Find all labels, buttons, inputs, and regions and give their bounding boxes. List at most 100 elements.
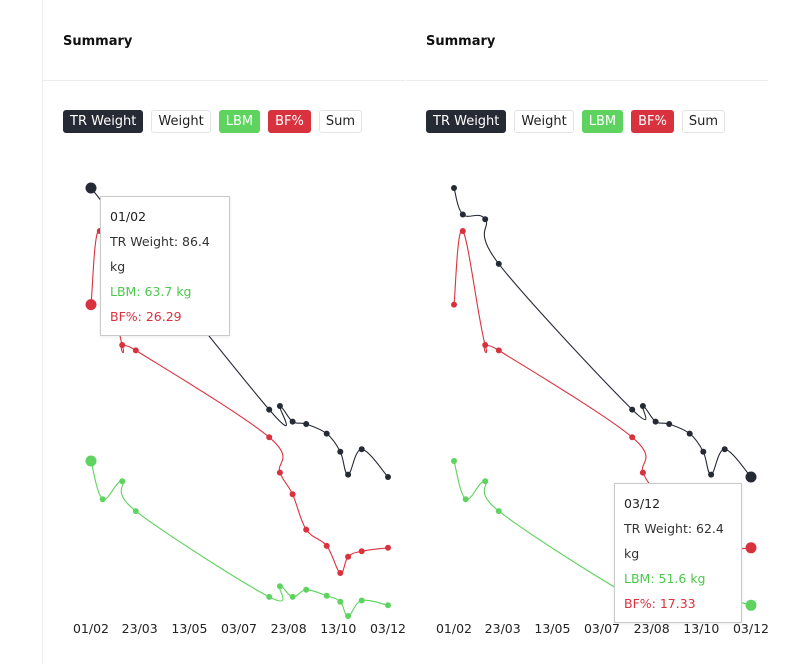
data-point-lbm[interactable] bbox=[745, 599, 757, 611]
data-point-tr-weight[interactable] bbox=[337, 448, 344, 455]
data-point-bf[interactable] bbox=[482, 342, 489, 348]
data-point-tr-weight[interactable] bbox=[385, 474, 391, 480]
data-point-tr-weight[interactable] bbox=[639, 403, 646, 409]
data-point-tr-weight[interactable] bbox=[721, 446, 728, 453]
data-point-bf[interactable] bbox=[266, 434, 273, 441]
data-point-bf[interactable] bbox=[345, 553, 352, 560]
tooltip-bf: BF%: 17.33 bbox=[624, 596, 696, 611]
data-point-tr-weight[interactable] bbox=[358, 446, 365, 453]
legend-sum-toggle[interactable]: Sum bbox=[681, 110, 725, 133]
data-point-tr-weight[interactable] bbox=[700, 448, 707, 455]
data-point-tr-weight[interactable] bbox=[666, 421, 673, 427]
chart-tooltip: 01/02 TR Weight: 86.4 kg LBM: 63.7 kg BF… bbox=[100, 196, 230, 336]
header-divider bbox=[43, 80, 405, 81]
data-point-bf[interactable] bbox=[276, 469, 283, 476]
x-tick-label: 03/07 bbox=[221, 621, 257, 636]
data-point-tr-weight[interactable] bbox=[303, 421, 310, 427]
legend-tr-weight-toggle[interactable]: TR Weight bbox=[63, 110, 144, 133]
legend: TR Weight Weight LBM BF% Sum bbox=[63, 110, 362, 133]
legend-weight-toggle[interactable]: Weight bbox=[514, 110, 574, 133]
data-point-tr-weight[interactable] bbox=[629, 406, 636, 413]
summary-line-chart[interactable]: 01/02 23/03 13/05 03/07 23/08 13/10 03/12 bbox=[43, 0, 409, 664]
x-tick-label: 23/03 bbox=[122, 621, 158, 636]
data-point-tr-weight[interactable] bbox=[345, 471, 352, 478]
data-point-lbm[interactable] bbox=[276, 583, 283, 590]
data-point-lbm[interactable] bbox=[451, 458, 457, 464]
x-tick-label: 13/10 bbox=[683, 621, 719, 636]
data-point-lbm[interactable] bbox=[289, 593, 296, 600]
data-point-lbm[interactable] bbox=[358, 597, 365, 604]
data-point-lbm[interactable] bbox=[132, 508, 139, 515]
data-point-bf[interactable] bbox=[119, 342, 126, 348]
x-tick-label: 01/02 bbox=[73, 621, 109, 636]
data-point-tr-weight[interactable] bbox=[652, 418, 659, 425]
data-point-lbm[interactable] bbox=[385, 602, 391, 609]
data-point-bf[interactable] bbox=[495, 347, 502, 354]
data-point-bf[interactable] bbox=[385, 544, 391, 551]
legend-bf-toggle[interactable]: BF% bbox=[631, 110, 674, 133]
data-point-bf[interactable] bbox=[323, 542, 330, 549]
panel-title: Summary bbox=[426, 34, 496, 49]
data-point-bf[interactable] bbox=[289, 491, 296, 498]
tooltip-tr-weight: TR Weight: 86.4 kg bbox=[110, 234, 210, 274]
x-tick-label: 03/12 bbox=[733, 621, 769, 636]
legend-sum-toggle[interactable]: Sum bbox=[318, 110, 362, 133]
data-point-bf[interactable] bbox=[745, 542, 757, 554]
data-point-bf[interactable] bbox=[303, 526, 310, 533]
summary-panel-left: Summary TR Weight Weight LBM BF% Sum 01/… bbox=[42, 0, 409, 664]
data-point-lbm[interactable] bbox=[337, 598, 344, 605]
data-point-tr-weight[interactable] bbox=[85, 182, 97, 194]
x-tick-label: 03/12 bbox=[370, 621, 406, 636]
data-point-lbm[interactable] bbox=[85, 455, 97, 467]
data-point-tr-weight[interactable] bbox=[482, 216, 489, 223]
data-point-tr-weight[interactable] bbox=[745, 471, 757, 483]
data-point-lbm[interactable] bbox=[119, 478, 126, 485]
x-tick-label: 03/07 bbox=[584, 621, 620, 636]
x-tick-label: 23/08 bbox=[271, 621, 307, 636]
series-line-lbm bbox=[90, 460, 389, 617]
data-point-bf[interactable] bbox=[358, 548, 365, 555]
legend-lbm-toggle[interactable]: LBM bbox=[581, 110, 624, 133]
header-divider bbox=[406, 80, 768, 81]
data-point-tr-weight[interactable] bbox=[708, 471, 715, 478]
data-point-tr-weight[interactable] bbox=[266, 406, 273, 413]
data-point-bf[interactable] bbox=[459, 228, 466, 234]
tooltip-date: 01/02 bbox=[110, 209, 147, 224]
x-tick-label: 23/08 bbox=[634, 621, 670, 636]
data-point-lbm[interactable] bbox=[99, 496, 106, 503]
data-point-bf[interactable] bbox=[85, 299, 97, 311]
data-point-tr-weight[interactable] bbox=[495, 260, 502, 267]
data-point-lbm[interactable] bbox=[495, 508, 502, 515]
data-point-bf[interactable] bbox=[132, 347, 139, 354]
data-point-tr-weight[interactable] bbox=[686, 430, 693, 437]
tooltip-bf: BF%: 26.29 bbox=[110, 309, 182, 324]
data-point-tr-weight[interactable] bbox=[276, 403, 283, 409]
tooltip-lbm: LBM: 51.6 kg bbox=[624, 571, 706, 586]
data-point-lbm[interactable] bbox=[482, 478, 489, 485]
data-point-bf[interactable] bbox=[629, 434, 636, 441]
data-point-bf[interactable] bbox=[451, 301, 457, 308]
tooltip-date: 03/12 bbox=[624, 496, 661, 511]
data-point-tr-weight[interactable] bbox=[451, 185, 457, 191]
legend-lbm-toggle[interactable]: LBM bbox=[218, 110, 261, 133]
legend-tr-weight-toggle[interactable]: TR Weight bbox=[426, 110, 507, 133]
x-tick-label: 13/10 bbox=[320, 621, 356, 636]
data-point-lbm[interactable] bbox=[345, 613, 352, 619]
data-point-lbm[interactable] bbox=[266, 593, 273, 600]
data-point-tr-weight[interactable] bbox=[459, 211, 466, 218]
data-point-bf[interactable] bbox=[337, 570, 344, 576]
data-point-tr-weight[interactable] bbox=[289, 418, 296, 425]
chart-tooltip: 03/12 TR Weight: 62.4 kg LBM: 51.6 kg BF… bbox=[614, 483, 742, 623]
legend-weight-toggle[interactable]: Weight bbox=[151, 110, 211, 133]
x-tick-label: 01/02 bbox=[436, 621, 472, 636]
data-point-lbm[interactable] bbox=[462, 496, 469, 503]
tooltip-lbm: LBM: 63.7 kg bbox=[110, 284, 192, 299]
x-tick-label: 13/05 bbox=[171, 621, 207, 636]
data-point-lbm[interactable] bbox=[323, 592, 330, 599]
legend-bf-toggle[interactable]: BF% bbox=[268, 110, 311, 133]
data-point-lbm[interactable] bbox=[303, 586, 310, 593]
x-tick-label: 13/05 bbox=[534, 621, 570, 636]
data-point-tr-weight[interactable] bbox=[323, 430, 330, 437]
tooltip-tr-weight: TR Weight: 62.4 kg bbox=[624, 521, 724, 561]
data-point-bf[interactable] bbox=[639, 469, 646, 476]
